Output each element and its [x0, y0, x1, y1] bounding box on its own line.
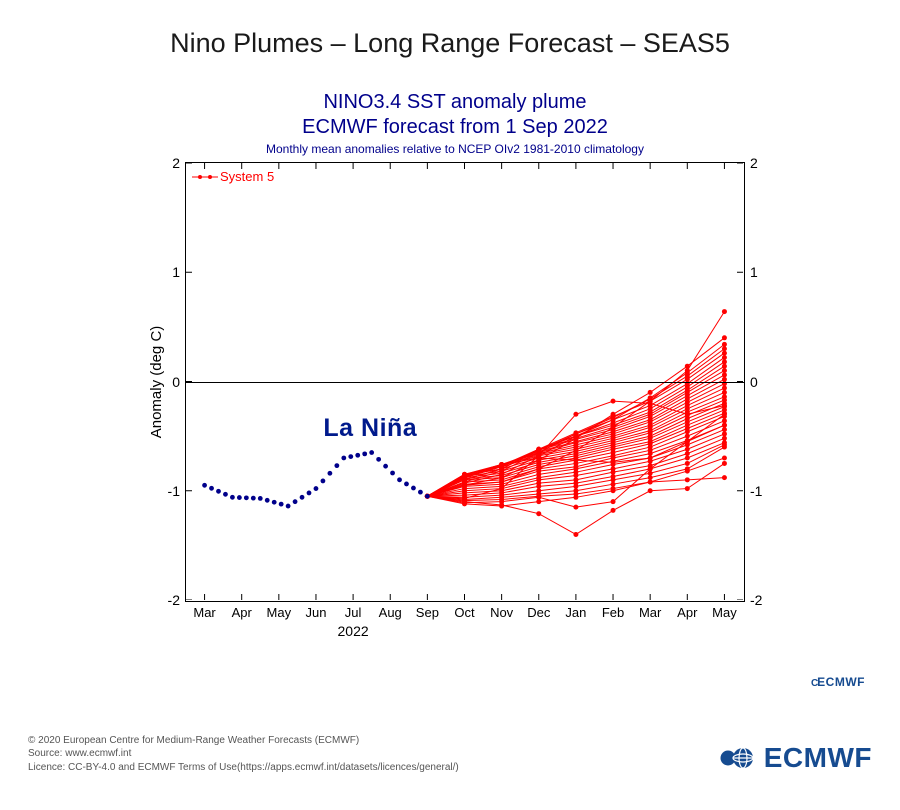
x-tick: Jan [565, 605, 586, 620]
chart-title-line1: NINO3.4 SST anomaly plume [323, 91, 586, 113]
x-tick: Feb [602, 605, 624, 620]
x-tick: Sep [416, 605, 439, 620]
y-tick: -2 [168, 592, 180, 608]
x-tick: Jul [345, 605, 362, 620]
chart-title-line2: ECMWF forecast from 1 Sep 2022 [302, 116, 608, 138]
brand-logo: ECMWF [718, 742, 872, 774]
page-title: Nino Plumes – Long Range Forecast – SEAS… [0, 28, 900, 59]
footer-source: Source: www.ecmwf.int [28, 747, 459, 761]
x-tick: May [712, 605, 737, 620]
footer-licence: Licence: CC-BY-4.0 and ECMWF Terms of Us… [28, 761, 459, 775]
x-tick: Nov [490, 605, 513, 620]
y-tick: -2 [750, 592, 762, 608]
plot-area: Anomaly (deg C) System 5 -2-2-1-1001122M… [185, 162, 745, 602]
chart-title: NINO3.4 SST anomaly plume ECMWF forecast… [115, 90, 795, 140]
x-tick: Apr [232, 605, 252, 620]
x-tick: Jun [305, 605, 326, 620]
y-tick: -1 [168, 483, 180, 499]
brand-small-text: ECMWF [817, 675, 865, 689]
y-tick: 2 [750, 155, 758, 171]
x-tick: Aug [379, 605, 402, 620]
y-axis-label: Anomaly (deg C) [148, 326, 165, 439]
y-tick: 1 [750, 264, 758, 280]
x-year-label: 2022 [338, 623, 369, 639]
footer: © 2020 European Centre for Medium-Range … [28, 734, 459, 775]
chart-subtitle: Monthly mean anomalies relative to NCEP … [115, 142, 795, 156]
x-tick: Apr [677, 605, 697, 620]
y-tick: 2 [172, 155, 180, 171]
zero-line [186, 382, 744, 383]
y-tick: 1 [172, 264, 180, 280]
x-tick: May [267, 605, 292, 620]
chart-container: NINO3.4 SST anomaly plume ECMWF forecast… [115, 90, 795, 670]
brand-logo-text: ECMWF [764, 742, 872, 774]
page: Nino Plumes – Long Range Forecast – SEAS… [0, 0, 900, 810]
y-tick: 0 [750, 374, 758, 390]
ecmwf-globe-icon [718, 743, 758, 773]
annotation-la-nina: La Niña [323, 414, 417, 443]
brand-small: CECMWF [811, 675, 865, 689]
y-tick: -1 [750, 483, 762, 499]
footer-copyright: © 2020 European Centre for Medium-Range … [28, 734, 459, 748]
y-tick: 0 [172, 374, 180, 390]
x-tick: Mar [193, 605, 215, 620]
x-tick: Oct [454, 605, 474, 620]
x-tick: Mar [639, 605, 661, 620]
x-tick: Dec [527, 605, 550, 620]
